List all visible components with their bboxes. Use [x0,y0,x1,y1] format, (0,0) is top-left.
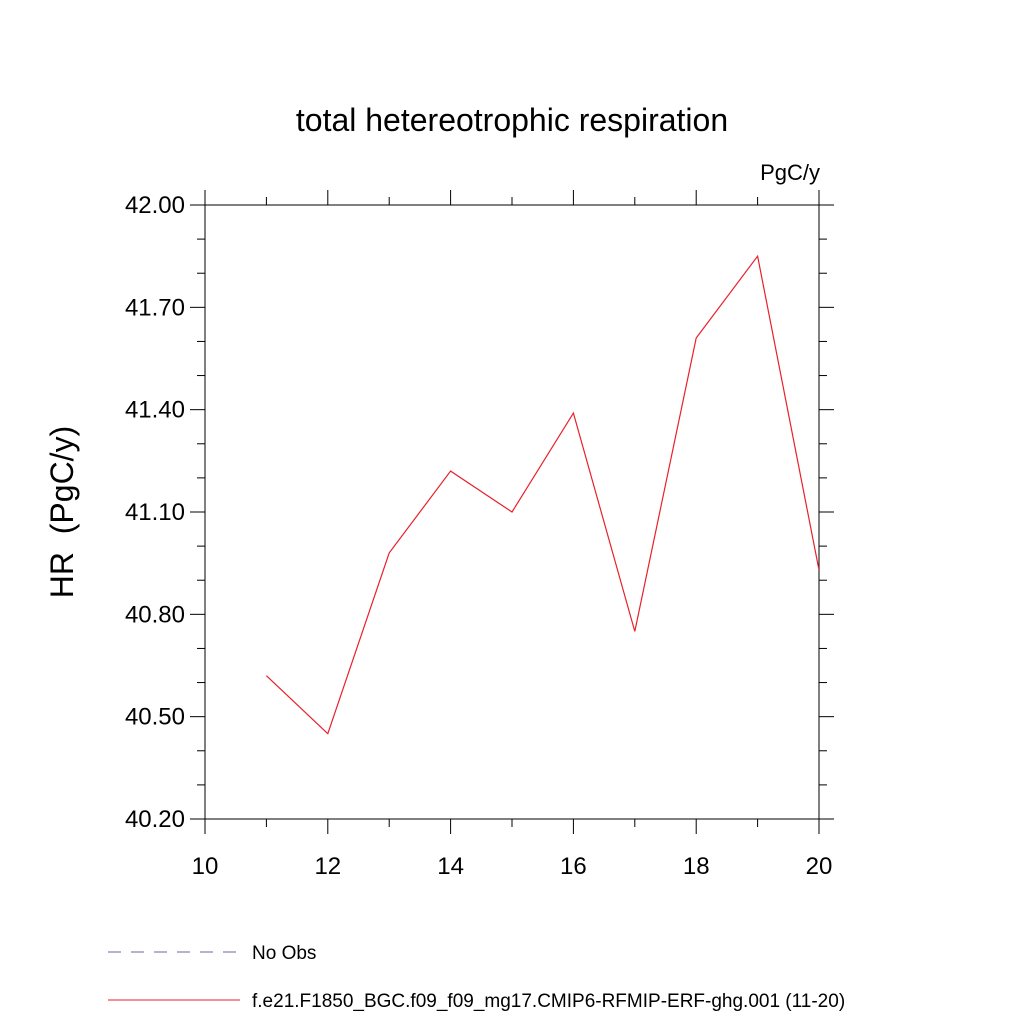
y-tick-label: 41.40 [125,397,185,424]
x-tick-label: 12 [314,853,341,880]
y-tick-labels: 40.20 40.50 40.80 41.10 41.40 41.70 42.00 [125,192,185,833]
y-tick-label: 41.70 [125,294,185,321]
y-tick-label: 42.00 [125,192,185,219]
x-tick-label: 10 [192,853,219,880]
series-line-1 [265,254,819,735]
y-tick-label: 40.50 [125,704,185,731]
x-tick-label: 14 [437,853,464,880]
units-label: PgC/y [760,160,820,185]
series-layer [265,254,819,735]
legend-label: f.e21.F1850_BGC.f09_f09_mg17.CMIP6-RFMIP… [252,991,845,1012]
axis-ticks [190,190,834,834]
x-tick-labels: 10 12 14 16 18 20 [192,853,833,880]
legend: No Obs f.e21.F1850_BGC.f09_f09_mg17.CMIP6… [108,943,845,1012]
y-tick-label: 40.20 [125,806,185,833]
y-axis-label: HR (PgC/y) [44,426,80,598]
x-tick-label: 16 [560,853,587,880]
legend-label: No Obs [252,943,316,964]
chart-title: total hetereotrophic respiration [296,102,728,138]
y-tick-label: 41.10 [125,499,185,526]
y-tick-label: 40.80 [125,601,185,628]
x-tick-label: 18 [683,853,710,880]
x-tick-label: 20 [806,853,833,880]
